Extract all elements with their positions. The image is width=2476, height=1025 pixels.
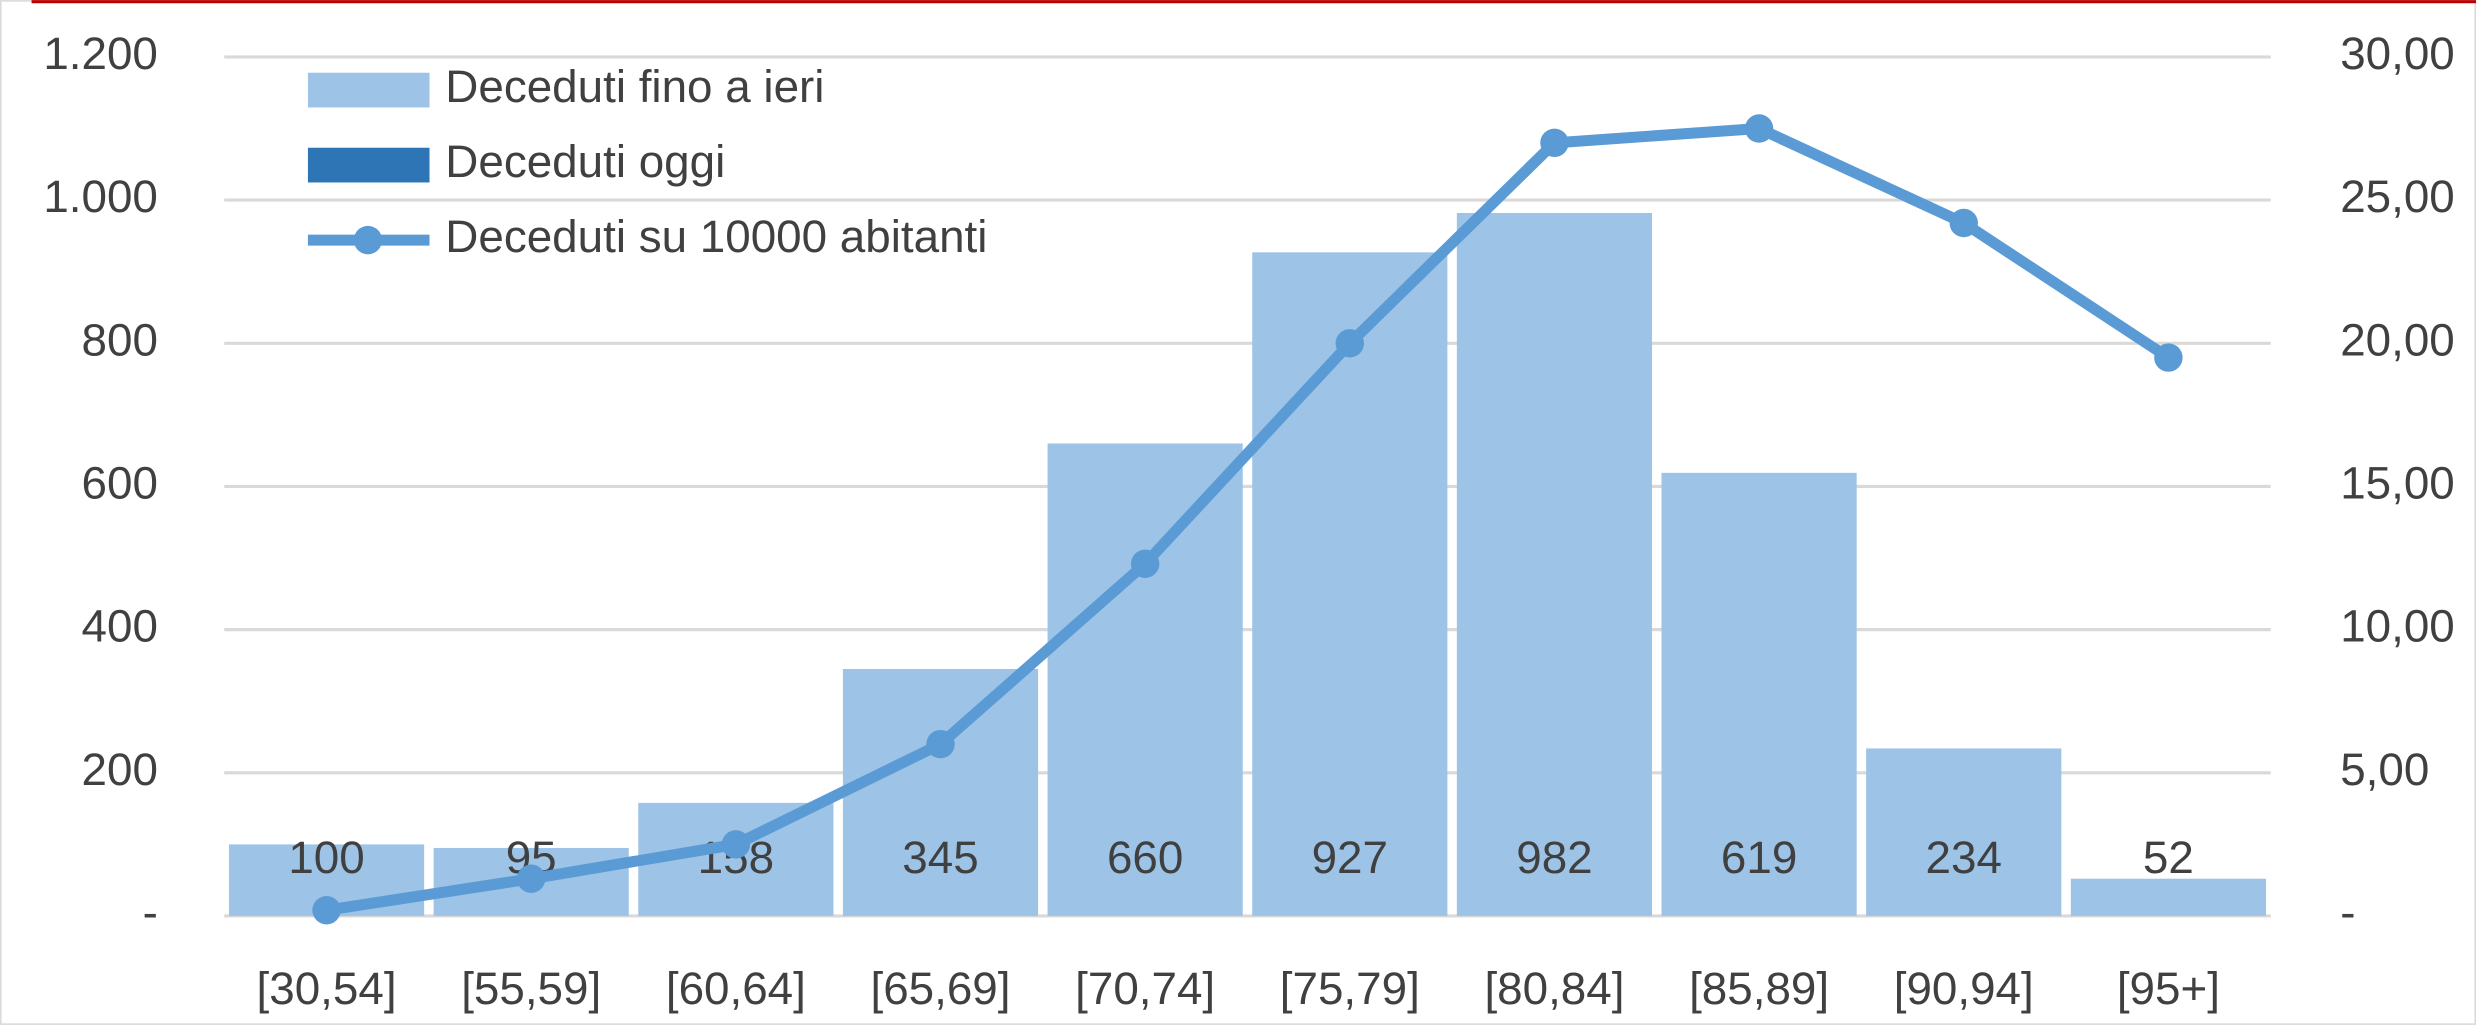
x-tick-label: [55,59] bbox=[461, 963, 601, 1014]
y-tick-label: 200 bbox=[82, 744, 158, 795]
x-tick-label: [60,64] bbox=[666, 963, 806, 1014]
point bbox=[1540, 128, 1569, 158]
legend-label: Deceduti su 10000 abitanti bbox=[445, 211, 987, 262]
bar bbox=[1047, 443, 1243, 916]
point bbox=[2154, 343, 2183, 372]
point bbox=[1744, 114, 1774, 143]
y-tick-label: 1.000 bbox=[43, 171, 158, 222]
bar bbox=[1252, 252, 1448, 916]
y2-tick-label: 20,00 bbox=[2340, 314, 2455, 365]
x-tick-label: [80,84] bbox=[1484, 963, 1624, 1014]
x-tick-label: [95+] bbox=[2117, 963, 2220, 1014]
x-tick-label: [65,69] bbox=[870, 963, 1010, 1014]
data-label: 100 bbox=[288, 832, 364, 883]
data-label: 234 bbox=[1926, 832, 2002, 883]
legend-swatch bbox=[307, 147, 430, 183]
y-tick-label: 600 bbox=[82, 458, 158, 509]
x-tick-label: [85,89] bbox=[1689, 963, 1829, 1014]
y-tick-label: 800 bbox=[82, 314, 158, 365]
data-label: 52 bbox=[2143, 832, 2194, 883]
y2-tick-label: 25,00 bbox=[2340, 171, 2455, 222]
bar bbox=[842, 668, 1039, 916]
legend-label: Deceduti fino a ieri bbox=[445, 61, 824, 112]
legend-swatch bbox=[307, 72, 430, 108]
y-tick-label: - bbox=[143, 887, 158, 938]
point bbox=[312, 896, 341, 925]
bar bbox=[1456, 212, 1653, 916]
legend-swatch bbox=[353, 225, 383, 255]
point bbox=[1949, 208, 1978, 238]
y2-tick-label: 30,00 bbox=[2340, 28, 2455, 79]
bar bbox=[1866, 748, 2062, 916]
x-tick-label: [75,79] bbox=[1280, 963, 1420, 1014]
line bbox=[325, 122, 2172, 916]
x-tick-label: [30,54] bbox=[257, 963, 397, 1014]
point bbox=[1130, 549, 1160, 578]
x-tick-label: [70,74] bbox=[1075, 963, 1215, 1014]
data-label: 619 bbox=[1721, 832, 1797, 883]
y2-tick-label: 15,00 bbox=[2340, 458, 2455, 509]
data-label: 660 bbox=[1107, 832, 1183, 883]
data-label: 927 bbox=[1312, 832, 1388, 883]
point bbox=[516, 864, 546, 893]
y-tick-label: 400 bbox=[82, 601, 158, 652]
y2-tick-label: 10,00 bbox=[2340, 601, 2455, 652]
point bbox=[1335, 329, 1365, 358]
y-tick-label: 1.200 bbox=[43, 28, 158, 79]
data-label: 982 bbox=[1516, 832, 1592, 883]
point bbox=[926, 729, 955, 759]
bar bbox=[2070, 878, 2266, 916]
point bbox=[721, 830, 751, 859]
legend-label: Deceduti oggi bbox=[445, 136, 725, 187]
y2-tick-label: - bbox=[2340, 887, 2355, 938]
x-tick-label: [90,94] bbox=[1894, 963, 2034, 1014]
data-label: 345 bbox=[902, 832, 978, 883]
bar bbox=[1661, 472, 1857, 916]
y2-tick-label: 5,00 bbox=[2340, 744, 2429, 795]
